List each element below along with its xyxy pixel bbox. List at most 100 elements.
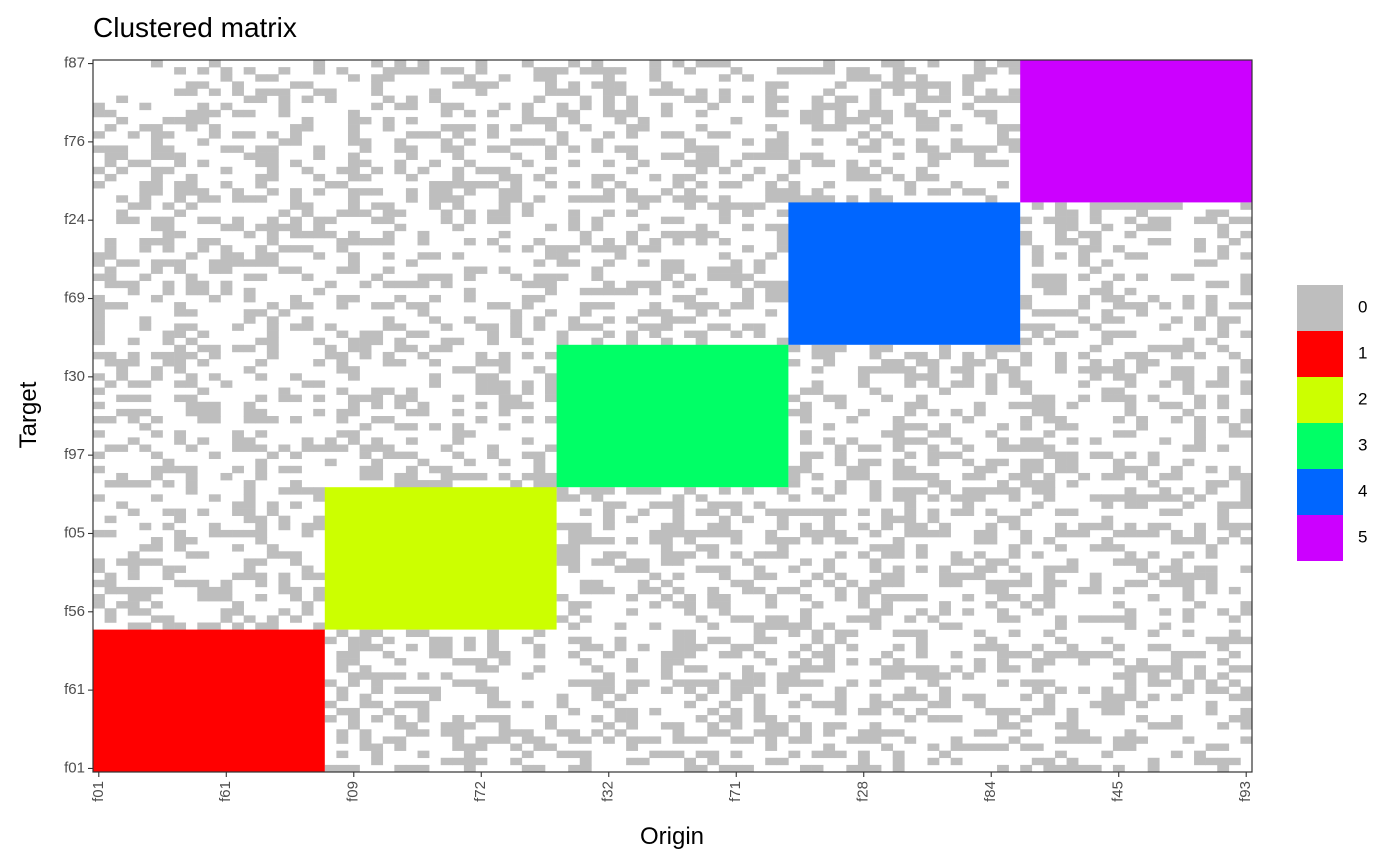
heatmap-cell-0: [1170, 465, 1183, 474]
heatmap-cell-0: [695, 60, 708, 68]
heatmap-cell-0: [1147, 594, 1160, 602]
heatmap-cell-0: [753, 565, 766, 573]
heatmap-cell-0: [1008, 544, 1021, 552]
heatmap-cell-0: [313, 586, 326, 595]
heatmap-cell-0: [127, 437, 140, 445]
heatmap-cell-0: [510, 173, 523, 182]
heatmap-cell-0: [857, 109, 870, 118]
heatmap-cell-0: [626, 757, 639, 766]
heatmap-cell-0: [1159, 344, 1172, 353]
heatmap-cell-0: [660, 216, 673, 225]
heatmap-cell-0: [834, 572, 847, 581]
heatmap-cell-0: [973, 565, 986, 573]
heatmap-cell-0: [881, 544, 894, 552]
heatmap-cell-0: [255, 458, 268, 467]
heatmap-cell-0: [127, 337, 140, 346]
heatmap-cell-0: [255, 181, 268, 189]
heatmap-cell-0: [568, 60, 581, 68]
heatmap-cell-0: [1066, 565, 1079, 573]
heatmap-cell-0: [915, 351, 928, 360]
heatmap-cell-0: [811, 650, 824, 659]
heatmap-cell-0: [487, 323, 499, 331]
heatmap-cell-0: [1217, 416, 1230, 424]
heatmap-cell-0: [684, 757, 696, 766]
heatmap-cell-0: [336, 351, 349, 360]
heatmap-cell-0: [915, 665, 928, 673]
heatmap-cell-0: [776, 109, 789, 118]
heatmap-cell-0: [1136, 665, 1148, 673]
heatmap-cell-0: [718, 601, 731, 609]
heatmap-cell-0: [1182, 629, 1195, 638]
heatmap-cell-0: [637, 736, 650, 744]
heatmap-cell-0: [614, 181, 627, 189]
heatmap-cell-0: [301, 316, 314, 324]
heatmap-cell-0: [892, 672, 905, 680]
heatmap-cell-0: [973, 67, 986, 75]
heatmap-cell-0: [278, 67, 291, 75]
heatmap-cell-0: [208, 344, 221, 353]
heatmap-cell-0: [429, 202, 441, 210]
heatmap-cell-0: [104, 416, 117, 424]
heatmap-cell-0: [927, 494, 940, 502]
heatmap-cell-0: [973, 658, 986, 666]
heatmap-cell-0: [556, 487, 569, 495]
heatmap-cell-0: [718, 266, 731, 274]
heatmap-cell-0: [452, 658, 465, 666]
heatmap-cell-0: [1020, 729, 1033, 737]
heatmap-cell-0: [1205, 757, 1218, 766]
heatmap-cell-0: [208, 416, 221, 424]
heatmap-cell-0: [266, 252, 279, 260]
heatmap-cell-0: [823, 529, 836, 538]
heatmap-cell-0: [104, 145, 117, 153]
heatmap-cell-0: [127, 359, 140, 367]
heatmap-cell-0: [394, 145, 407, 153]
heatmap-cell-0: [881, 579, 894, 588]
heatmap-cell-0: [591, 145, 604, 153]
heatmap-cell-0: [347, 266, 360, 274]
heatmap-cell-0: [1089, 373, 1102, 381]
heatmap-cell-0: [1078, 529, 1091, 538]
x-tick-label: f72: [472, 781, 489, 802]
heatmap-cell-0: [429, 359, 441, 367]
heatmap-cell-0: [394, 280, 407, 289]
x-tick-label: f93: [1237, 781, 1254, 802]
heatmap-cell-0: [1089, 366, 1102, 374]
heatmap-cell-0: [695, 124, 708, 132]
heatmap-cell-0: [985, 643, 998, 652]
heatmap-cell-0: [915, 166, 928, 175]
heatmap-cell-0: [799, 109, 812, 118]
heatmap-cell-0: [997, 665, 1009, 673]
heatmap-cell-0: [614, 715, 627, 723]
heatmap-cell-0: [510, 330, 523, 338]
heatmap-cell-0: [347, 672, 360, 680]
heatmap-cell-0: [93, 316, 105, 324]
heatmap-cell-0: [290, 138, 302, 146]
heatmap-cell-0: [823, 67, 836, 75]
heatmap-cell-0: [1031, 394, 1044, 403]
heatmap-cell-0: [545, 116, 557, 125]
heatmap-cell-0: [232, 145, 244, 153]
heatmap-cell-0: [1112, 273, 1125, 282]
heatmap-cell-0: [487, 665, 499, 673]
heatmap-cell-0: [371, 74, 384, 82]
heatmap-cell-0: [1112, 707, 1125, 716]
heatmap-cell-0: [290, 451, 302, 460]
heatmap-cell-0: [347, 294, 360, 303]
heatmap-cell-0: [556, 273, 569, 282]
heatmap-cell-0: [742, 287, 754, 296]
heatmap-cell-0: [313, 408, 326, 417]
heatmap-cell-0: [1031, 686, 1044, 694]
heatmap-cell-0: [347, 643, 360, 652]
heatmap-cell-0: [892, 138, 905, 146]
heatmap-cell-0: [1182, 679, 1195, 687]
heatmap-cell-0: [1170, 750, 1183, 759]
heatmap-cell-0: [823, 565, 836, 573]
heatmap-cell-0: [602, 95, 615, 104]
heatmap-cell-0: [626, 188, 639, 196]
heatmap-cell-0: [579, 102, 592, 111]
heatmap-cell-0: [429, 195, 441, 203]
heatmap-cell-0: [347, 109, 360, 118]
heatmap-cell-0: [104, 280, 117, 289]
heatmap-cell-0: [649, 173, 662, 182]
heatmap-cell-0: [626, 558, 639, 566]
